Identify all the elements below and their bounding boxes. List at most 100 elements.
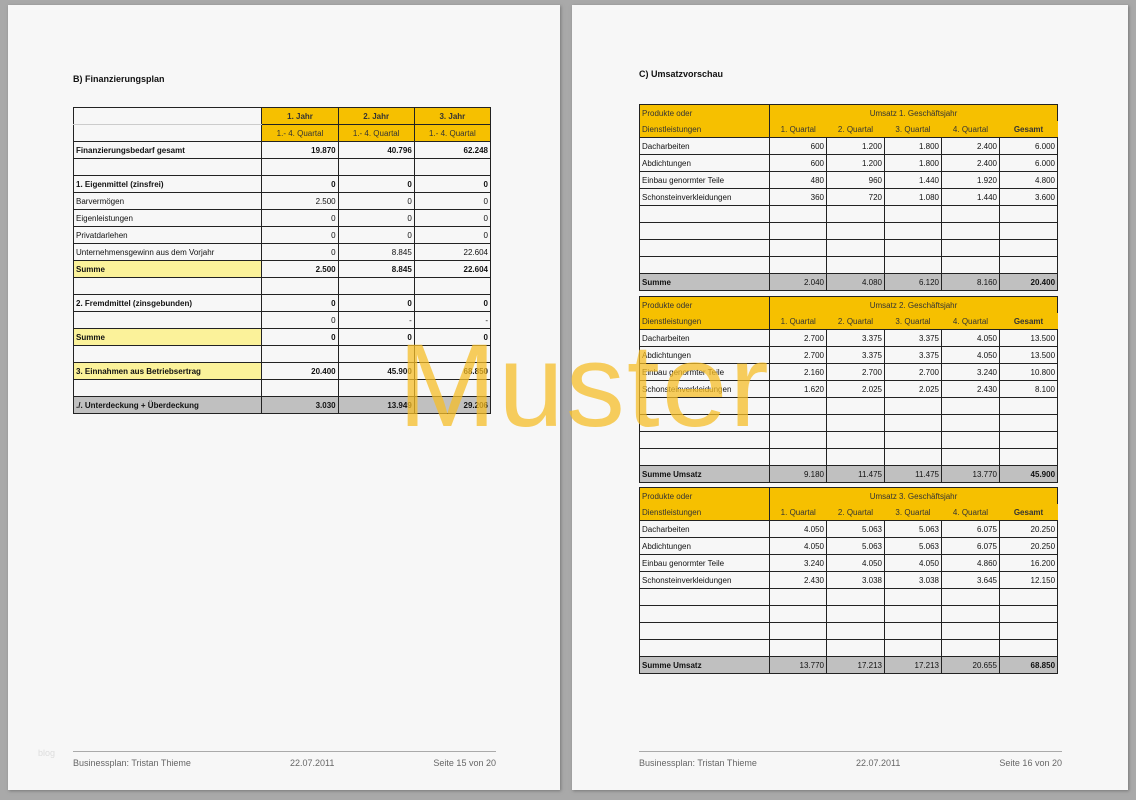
header-group: Umsatz 1. Geschäftsjahr	[768, 104, 1059, 121]
empty-cell	[826, 256, 885, 274]
header-label: Dienstleistungen	[639, 121, 770, 138]
row-label: Dacharbeiten	[639, 329, 770, 347]
row-value: 0	[337, 226, 415, 244]
empty-cell	[998, 622, 1059, 640]
header-label: Produkte oder	[639, 104, 770, 121]
row-value: -	[413, 311, 492, 329]
empty-cell	[639, 414, 770, 432]
empty-cell	[998, 448, 1059, 466]
empty-row	[639, 256, 1059, 274]
empty-cell	[884, 205, 942, 223]
row-value	[413, 345, 492, 363]
row-value: 6.075	[941, 537, 1000, 555]
row-value: 3.645	[941, 571, 1000, 589]
header-col: Gesamt	[999, 313, 1058, 330]
row-value: 0	[413, 175, 492, 193]
row-value: 360	[769, 188, 827, 206]
sum-label: Summe	[639, 273, 770, 291]
row-label: Einbau genormter Teile	[639, 171, 770, 189]
row-value: 13.949	[337, 396, 415, 414]
empty-cell	[639, 622, 770, 640]
table-row: 1. Eigenmittel (zinsfrei) 0 0 0	[72, 175, 492, 193]
sum-value: 20.655	[941, 656, 1000, 674]
page-16: C) Umsatzvorschau Produkte oder Umsatz 1.…	[572, 5, 1128, 790]
header-label: Produkte oder	[639, 296, 770, 313]
row-value	[337, 345, 415, 363]
row-value: 960	[826, 171, 885, 189]
header-label	[72, 124, 263, 142]
row-value: 45.900	[337, 362, 415, 380]
header-col: 1. Quartal	[769, 313, 827, 330]
empty-cell	[769, 605, 827, 623]
page-15: B) Finanzierungsplan 1. Jahr 2. Jahr 3. Ja…	[8, 5, 560, 790]
empty-cell	[884, 448, 942, 466]
empty-cell	[826, 622, 885, 640]
header-group: Umsatz 3. Geschäftsjahr	[768, 487, 1059, 504]
row-value	[261, 379, 339, 397]
table-row: Finanzierungsbedarf gesamt 19.870 40.796 62…	[72, 141, 492, 159]
header-label: Dienstleistungen	[639, 313, 770, 330]
empty-cell	[998, 256, 1059, 274]
row-value: 0	[413, 209, 492, 227]
row-value: 0	[413, 192, 492, 210]
table-row: Einbau genormter Teile 3.240 4.050 4.050 4.8…	[639, 554, 1059, 572]
row-value: 6.000	[998, 137, 1059, 155]
sum-row: Summe 2.040 4.080 6.120 8.160 20.400	[639, 273, 1059, 291]
row-value: 1.800	[884, 137, 942, 155]
empty-cell	[639, 397, 770, 415]
row-value: 2.025	[884, 380, 942, 398]
row-value: 600	[769, 137, 827, 155]
header-label: Produkte oder	[639, 487, 770, 504]
header-row: Dienstleistungen 1. Quartal 2. Quartal 3. Q…	[639, 504, 1058, 521]
empty-cell	[884, 397, 942, 415]
empty-row	[639, 622, 1059, 640]
empty-cell	[941, 256, 1000, 274]
empty-cell	[769, 222, 827, 240]
empty-row	[639, 239, 1059, 257]
empty-cell	[941, 622, 1000, 640]
table-row: 3. Einnahmen aus Betriebsertrag 20.400 45.…	[72, 362, 492, 380]
row-value	[337, 379, 415, 397]
empty-cell	[826, 639, 885, 657]
row-value: 3.038	[826, 571, 885, 589]
table-row: Einbau genormter Teile 2.160 2.700 2.700 3.2…	[639, 363, 1059, 381]
row-value: 8.100	[998, 380, 1059, 398]
empty-cell	[941, 414, 1000, 432]
header-row: Dienstleistungen 1. Quartal 2. Quartal 3. Q…	[639, 121, 1058, 138]
empty-cell	[884, 431, 942, 449]
row-value: 2.430	[941, 380, 1000, 398]
row-value: 8.845	[337, 243, 415, 261]
header-col: 4. Quartal	[941, 121, 1000, 138]
row-value: 4.050	[941, 346, 1000, 364]
sum-value: 4.080	[826, 273, 885, 291]
header-label: Dienstleistungen	[639, 504, 770, 521]
row-value: 1.620	[769, 380, 827, 398]
empty-cell	[998, 397, 1059, 415]
blog-mark: blog	[38, 748, 56, 758]
header-col: 2. Quartal	[826, 121, 885, 138]
row-label	[72, 158, 263, 176]
header-col: 1. Quartal	[769, 121, 827, 138]
sum-value: 13.770	[941, 465, 1000, 483]
table-row	[72, 345, 492, 363]
row-value	[261, 277, 339, 295]
row-label: Einbau genormter Teile	[639, 363, 770, 381]
empty-cell	[769, 588, 827, 606]
row-value: 0	[261, 226, 339, 244]
row-value: 22.604	[413, 260, 492, 278]
row-value: 40.796	[337, 141, 415, 159]
sum-value: 68.850	[998, 656, 1059, 674]
row-value: -	[337, 311, 415, 329]
row-label: Eigenleistungen	[72, 209, 263, 227]
header-row: Dienstleistungen 1. Quartal 2. Quartal 3. Q…	[639, 313, 1058, 330]
row-value: 0	[261, 328, 339, 346]
row-label: Schonsteinverkleidungen	[639, 571, 770, 589]
row-value: 0	[261, 175, 339, 193]
row-value: 1.440	[884, 171, 942, 189]
empty-cell	[884, 639, 942, 657]
header-col: Gesamt	[999, 504, 1058, 521]
header-col: 2. Quartal	[826, 313, 885, 330]
row-value: 2.430	[769, 571, 827, 589]
empty-cell	[998, 205, 1059, 223]
empty-cell	[998, 639, 1059, 657]
